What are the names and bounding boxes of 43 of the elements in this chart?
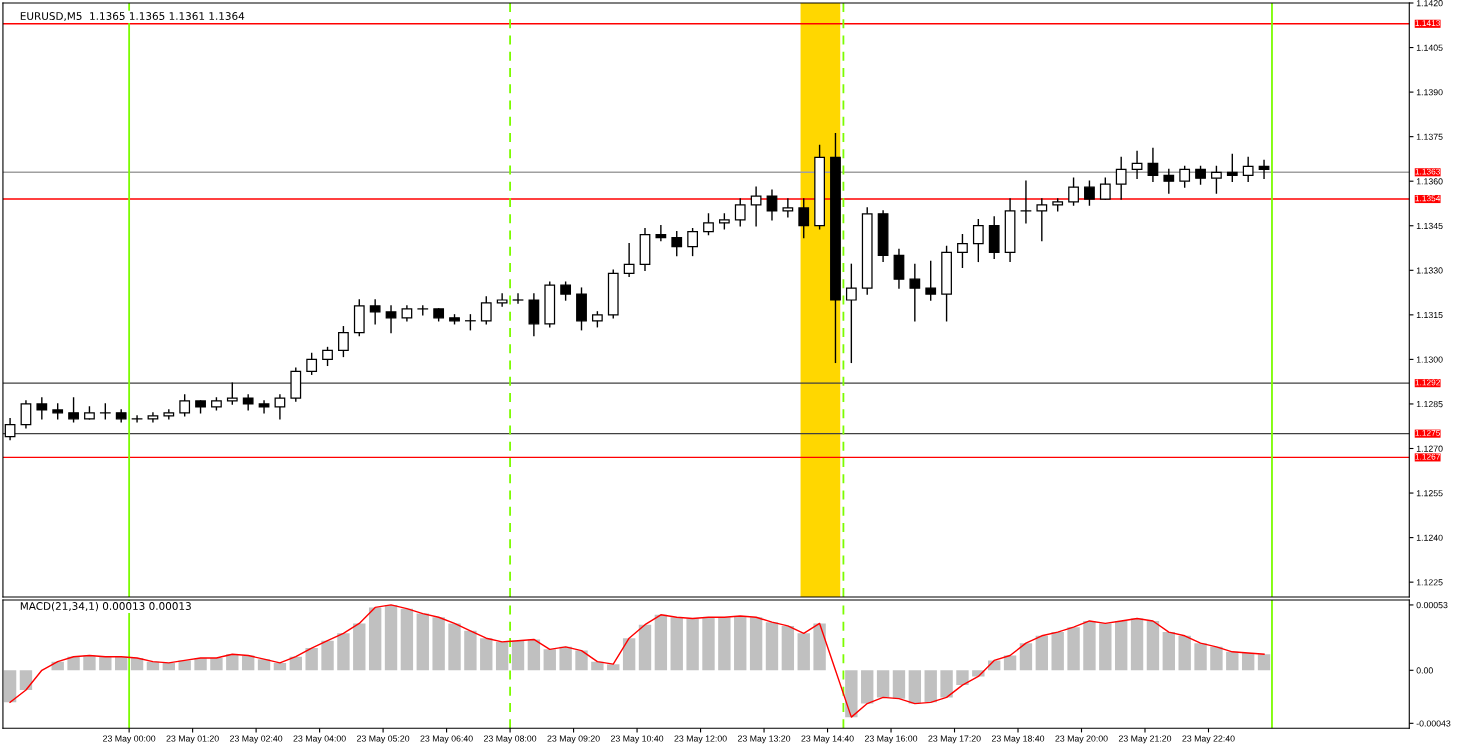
x-tick-label: 23 May 04:00 xyxy=(293,735,346,744)
y-tick-label: 1.1225 xyxy=(1416,579,1443,586)
x-tick-label: 23 May 16:00 xyxy=(864,735,918,744)
y-tick-label: 1.1375 xyxy=(1416,133,1443,140)
x-tick-label: 23 May 21:20 xyxy=(1118,735,1172,744)
x-tick-label: 23 May 02:40 xyxy=(230,735,283,744)
y-tick-label: 1.1300 xyxy=(1416,356,1443,363)
y-tick-label: 1.1345 xyxy=(1416,222,1443,230)
x-tick-label: 23 May 22:40 xyxy=(1182,735,1235,744)
y-tick-label: 1.1405 xyxy=(1416,44,1443,51)
y-tick-label: 1.1420 xyxy=(1416,0,1443,7)
y-tick-label: 1.1330 xyxy=(1416,267,1443,274)
ref-line-label: 1.1354 xyxy=(1415,195,1441,202)
ref-line-label: 1.1413 xyxy=(1415,20,1441,27)
chart-title: MACD(21,34,1) 0.00013 0.00013 xyxy=(20,601,191,612)
ref-line-label: 1.1267 xyxy=(1415,453,1440,460)
y-tick-label: 1.1360 xyxy=(1416,178,1443,185)
y-tick-label: 1.1285 xyxy=(1416,401,1443,408)
y-tick-label: -0.00043 xyxy=(1416,720,1451,727)
ref-line-label: 1.1363 xyxy=(1415,168,1441,175)
x-tick-label: 23 May 06:40 xyxy=(420,735,473,744)
x-tick-label: 23 May 00:00 xyxy=(103,735,156,744)
x-tick-label: 23 May 13:20 xyxy=(737,735,791,744)
x-tick-label: 23 May 18:40 xyxy=(991,735,1045,744)
y-tick-label: 0.00 xyxy=(1416,667,1433,674)
x-tick-label: 23 May 01:20 xyxy=(166,735,219,744)
text: EURUSD,M5 1.1365 1.1365 1.1361 1.1364 xyxy=(20,12,245,22)
ref-line-label: 1.1275 xyxy=(1415,429,1441,436)
x-tick-label: 23 May 17:20 xyxy=(928,735,981,744)
ref-line-label: 1.1292 xyxy=(1415,379,1440,386)
x-tick-label: 23 May 12:00 xyxy=(674,735,727,744)
x-tick-label: 23 May 20:00 xyxy=(1055,735,1108,744)
y-tick-label: 1.1255 xyxy=(1416,490,1443,497)
y-tick-label: 1.1390 xyxy=(1416,89,1443,96)
y-tick-label: 1.1315 xyxy=(1416,311,1443,319)
x-tick-label: 23 May 14:40 xyxy=(801,735,854,744)
y-tick-label: 0.00053 xyxy=(1416,601,1448,609)
x-tick-label: 23 May 05:20 xyxy=(357,735,410,744)
y-tick-label: 1.1270 xyxy=(1416,445,1443,452)
x-tick-label: 23 May 08:00 xyxy=(484,735,537,744)
x-tick-label: 23 May 10:40 xyxy=(610,735,664,744)
x-tick-label: 23 May 09:20 xyxy=(547,735,600,744)
y-tick-label: 1.1240 xyxy=(1416,534,1443,541)
